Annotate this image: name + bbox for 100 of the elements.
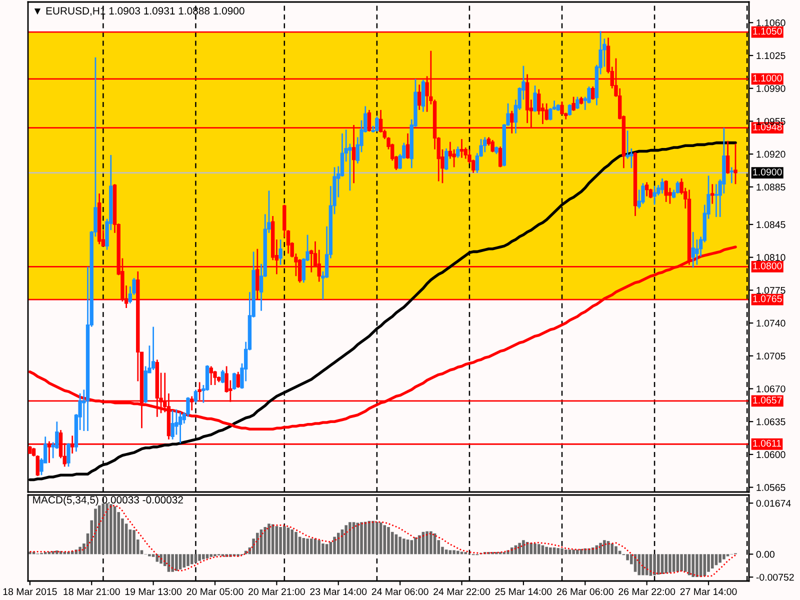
candlestick [209, 366, 213, 386]
bar [534, 543, 536, 554]
bar [722, 554, 726, 560]
candlestick [456, 146, 460, 159]
bar [360, 522, 363, 554]
bar [626, 554, 629, 560]
candlestick [66, 442, 70, 468]
bar [684, 554, 687, 572]
y-tick-label: 1.0845 [756, 221, 786, 228]
bar [286, 528, 290, 554]
bar [430, 531, 432, 554]
candlestick [236, 371, 240, 388]
bar [306, 538, 309, 554]
candlestick [406, 132, 410, 160]
bar [94, 508, 97, 554]
bar [672, 554, 676, 572]
candlestick [660, 178, 664, 194]
y-tick-label: 1.0635 [756, 418, 786, 426]
candlestick [576, 96, 580, 110]
bar [576, 550, 579, 554]
y-tick-label: 0.01674 [756, 500, 791, 507]
ref-line-label: 1.0611 [753, 440, 782, 447]
y-tick-label: 1.0740 [756, 320, 786, 327]
bar [638, 554, 641, 576]
bar [660, 554, 664, 574]
candlestick [460, 138, 464, 159]
x-tick-label: 27 Mar 14:00 [680, 588, 737, 596]
bar [657, 554, 660, 575]
ref-line-label: 1.1050 [753, 28, 782, 35]
chart-title: ▼ EURUSD,H1 1.0903 1.0931 1.0888 1.0900 [34, 7, 244, 16]
x-tick-label: 24 Mar 06:00 [372, 588, 428, 596]
bar [410, 540, 414, 554]
bar [456, 550, 460, 554]
bar [186, 554, 190, 566]
x-tick-label: 20 Mar 05:00 [186, 588, 244, 596]
candlestick [220, 369, 225, 384]
bar [402, 538, 406, 554]
ref-line-label: 1.0800 [753, 262, 782, 270]
bar [178, 554, 182, 570]
bar [545, 546, 548, 554]
bar [549, 547, 552, 554]
bar [460, 552, 464, 554]
bar [714, 554, 718, 566]
bar [110, 504, 112, 554]
candlestick [676, 180, 680, 194]
bar [383, 525, 386, 554]
ref-line-label: 1.0900 [753, 168, 782, 176]
bar [572, 550, 575, 554]
x-tick-label: 18 Mar 2015 [3, 588, 57, 596]
ref-line-label: 1.0765 [753, 295, 782, 302]
bar [294, 532, 298, 554]
candlestick [444, 148, 448, 171]
candlestick [498, 146, 502, 168]
y-tick-label: 1.0990 [756, 85, 786, 92]
candlestick [213, 370, 217, 386]
bar [696, 554, 698, 578]
bar [198, 554, 201, 561]
y-tick-label: 1.0670 [756, 385, 786, 392]
bar [264, 527, 267, 554]
bar [718, 554, 722, 563]
bar [414, 537, 417, 554]
bar [160, 554, 162, 564]
ref-line-label: 1.1000 [753, 74, 782, 82]
bar [664, 554, 668, 574]
bar [279, 527, 282, 554]
bar [256, 532, 259, 554]
bar [348, 522, 352, 554]
candlestick [278, 238, 282, 266]
candlestick [490, 139, 494, 153]
bar [275, 526, 278, 554]
bar [398, 536, 402, 554]
bar [182, 554, 186, 568]
bar [175, 554, 178, 571]
candlestick [641, 182, 645, 205]
bar [642, 554, 644, 576]
y-tick-label: 1.0885 [756, 184, 786, 191]
y-tick-label: 1.0600 [756, 451, 786, 458]
candlestick [533, 84, 537, 113]
y-tick-label: 1.1025 [756, 52, 786, 60]
y-tick-label: 1.0920 [756, 150, 786, 158]
x-tick-label: 18 Mar 21:00 [64, 588, 120, 596]
candlestick [695, 238, 699, 266]
bar [452, 550, 456, 554]
candlestick [710, 183, 714, 205]
bar [710, 554, 714, 568]
bar [707, 554, 710, 572]
bar [448, 550, 452, 554]
bar [537, 544, 540, 554]
x-tick-label: 23 Mar 14:00 [310, 588, 367, 596]
y-tick-label: -0.00752 [756, 574, 794, 581]
bar [132, 530, 136, 554]
bar [310, 538, 313, 554]
bar [336, 532, 340, 554]
candlestick [664, 180, 668, 203]
bar [426, 531, 428, 554]
candlestick [714, 183, 718, 218]
x-tick-label: 24 Mar 22:00 [434, 588, 490, 596]
ref-line-label: 1.0657 [753, 396, 782, 404]
candlestick [734, 143, 738, 185]
bar [333, 536, 336, 554]
